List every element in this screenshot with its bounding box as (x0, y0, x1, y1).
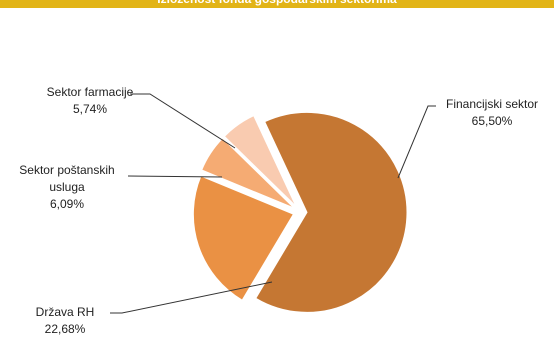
label-value: 6,09% (49, 197, 85, 211)
leader-line (397, 105, 436, 179)
data-label: Država RH 22,68% (10, 304, 120, 338)
leader-line (127, 175, 223, 178)
label-value: 5,74% (72, 102, 108, 116)
leader-line (130, 93, 236, 149)
label-value: 65,50% (471, 114, 513, 128)
pie-slice (192, 175, 295, 301)
chart-title: Izloženost fonda gospodarskim sektorima (0, 0, 554, 8)
leader-line (110, 281, 273, 314)
pie-slice (255, 111, 408, 313)
pie-slice (223, 114, 297, 207)
label-category: Država RH (35, 305, 95, 319)
label-category: Sektor farmacije (46, 85, 134, 99)
data-label: Sektor farmacije 5,74% (30, 84, 150, 118)
label-value: 22,68% (44, 322, 86, 336)
label-category: Sektor poštanskih usluga (19, 163, 115, 194)
label-category: Financijski sektor (445, 97, 539, 111)
pie-slice (201, 137, 295, 209)
data-label: Financijski sektor 65,50% (432, 96, 552, 130)
data-label: Sektor poštanskih usluga 6,09% (2, 162, 132, 213)
